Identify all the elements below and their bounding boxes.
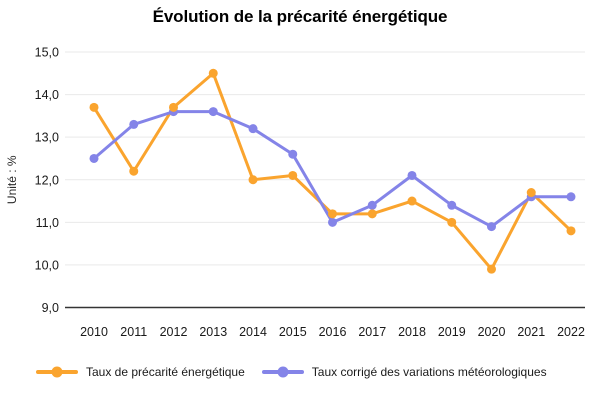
y-tick-label: 9,0 <box>42 301 59 315</box>
y-tick-label: 13,0 <box>35 131 59 145</box>
data-point[interactable] <box>447 217 457 227</box>
data-point[interactable] <box>566 192 576 202</box>
x-tick-label: 2012 <box>160 325 188 339</box>
x-tick-label: 2011 <box>120 325 147 339</box>
x-tick-label: 2021 <box>517 325 545 339</box>
x-tick-label: 2017 <box>358 325 386 339</box>
data-point[interactable] <box>447 200 457 210</box>
data-point[interactable] <box>487 222 496 232</box>
data-point[interactable] <box>487 264 496 274</box>
series-dot-icon <box>277 366 289 378</box>
data-point[interactable] <box>367 200 377 210</box>
y-tick-label: 10,0 <box>35 258 59 272</box>
series-dot-icon <box>51 366 63 378</box>
legend-item-taux-precarite[interactable]: Taux de précarité énergétique <box>36 365 245 379</box>
x-tick-label: 2010 <box>80 325 108 339</box>
x-tick-label: 2016 <box>319 325 347 339</box>
data-point[interactable] <box>288 149 298 159</box>
data-point[interactable] <box>129 119 139 129</box>
chart-legend: Taux de précarité énergétique Taux corri… <box>36 362 547 382</box>
y-axis-unit-label: Unité : % <box>5 155 19 204</box>
data-point[interactable] <box>407 196 417 206</box>
series-line-0 <box>92 71 573 271</box>
data-point[interactable] <box>248 175 258 185</box>
data-point[interactable] <box>208 68 218 78</box>
x-tick-label: 2014 <box>239 325 267 339</box>
y-tick-label: 15,0 <box>35 46 59 60</box>
legend-label-taux-corrige: Taux corrigé des variations météorologiq… <box>311 365 547 379</box>
x-tick-label: 2018 <box>398 325 426 339</box>
data-point[interactable] <box>248 124 258 134</box>
x-tick-label: 2015 <box>279 325 307 339</box>
series-line-marker-icon <box>36 366 78 378</box>
data-point[interactable] <box>208 107 218 117</box>
legend-label-taux-precarite: Taux de précarité énergétique <box>86 365 245 379</box>
data-point[interactable] <box>566 226 576 236</box>
x-tick-label: 2019 <box>438 325 466 339</box>
legend-item-taux-corrige[interactable]: Taux corrigé des variations météorologiq… <box>261 365 547 379</box>
data-point[interactable] <box>169 102 178 112</box>
data-point[interactable] <box>328 217 337 227</box>
y-tick-label: 14,0 <box>35 88 59 102</box>
data-point[interactable] <box>288 170 298 180</box>
data-point[interactable] <box>89 102 99 112</box>
data-point[interactable] <box>407 170 417 180</box>
data-point[interactable] <box>328 209 337 219</box>
data-point[interactable] <box>129 166 139 176</box>
x-tick-label: 2020 <box>478 325 506 339</box>
x-tick-label: 2013 <box>199 325 227 339</box>
y-tick-label: 11,0 <box>36 216 59 230</box>
chart-title: Évolution de la précarité énergétique <box>152 7 448 26</box>
data-point[interactable] <box>526 188 536 198</box>
x-tick-label: 2022 <box>557 325 585 339</box>
y-tick-label: 12,0 <box>35 173 59 187</box>
data-point[interactable] <box>89 153 99 163</box>
data-point[interactable] <box>367 209 377 219</box>
series-line-marker-icon <box>261 366 304 378</box>
